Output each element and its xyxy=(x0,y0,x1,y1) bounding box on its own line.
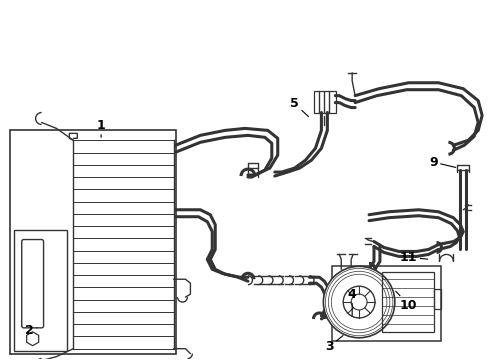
Bar xyxy=(433,289,441,309)
Text: 10: 10 xyxy=(395,291,417,311)
Text: 8: 8 xyxy=(0,359,1,360)
Text: 11: 11 xyxy=(399,251,427,264)
Text: 4: 4 xyxy=(347,288,356,316)
Bar xyxy=(10,130,175,354)
Text: 6: 6 xyxy=(0,359,1,360)
Bar xyxy=(14,230,67,351)
Text: 1: 1 xyxy=(97,119,105,137)
Circle shape xyxy=(323,266,394,338)
Text: 5: 5 xyxy=(290,97,308,117)
Bar xyxy=(314,91,336,113)
Text: 9: 9 xyxy=(428,156,455,168)
Bar xyxy=(381,272,433,332)
Bar xyxy=(332,266,441,341)
Text: 3: 3 xyxy=(325,336,343,353)
Text: 2: 2 xyxy=(25,324,37,337)
Text: 7: 7 xyxy=(0,359,1,360)
